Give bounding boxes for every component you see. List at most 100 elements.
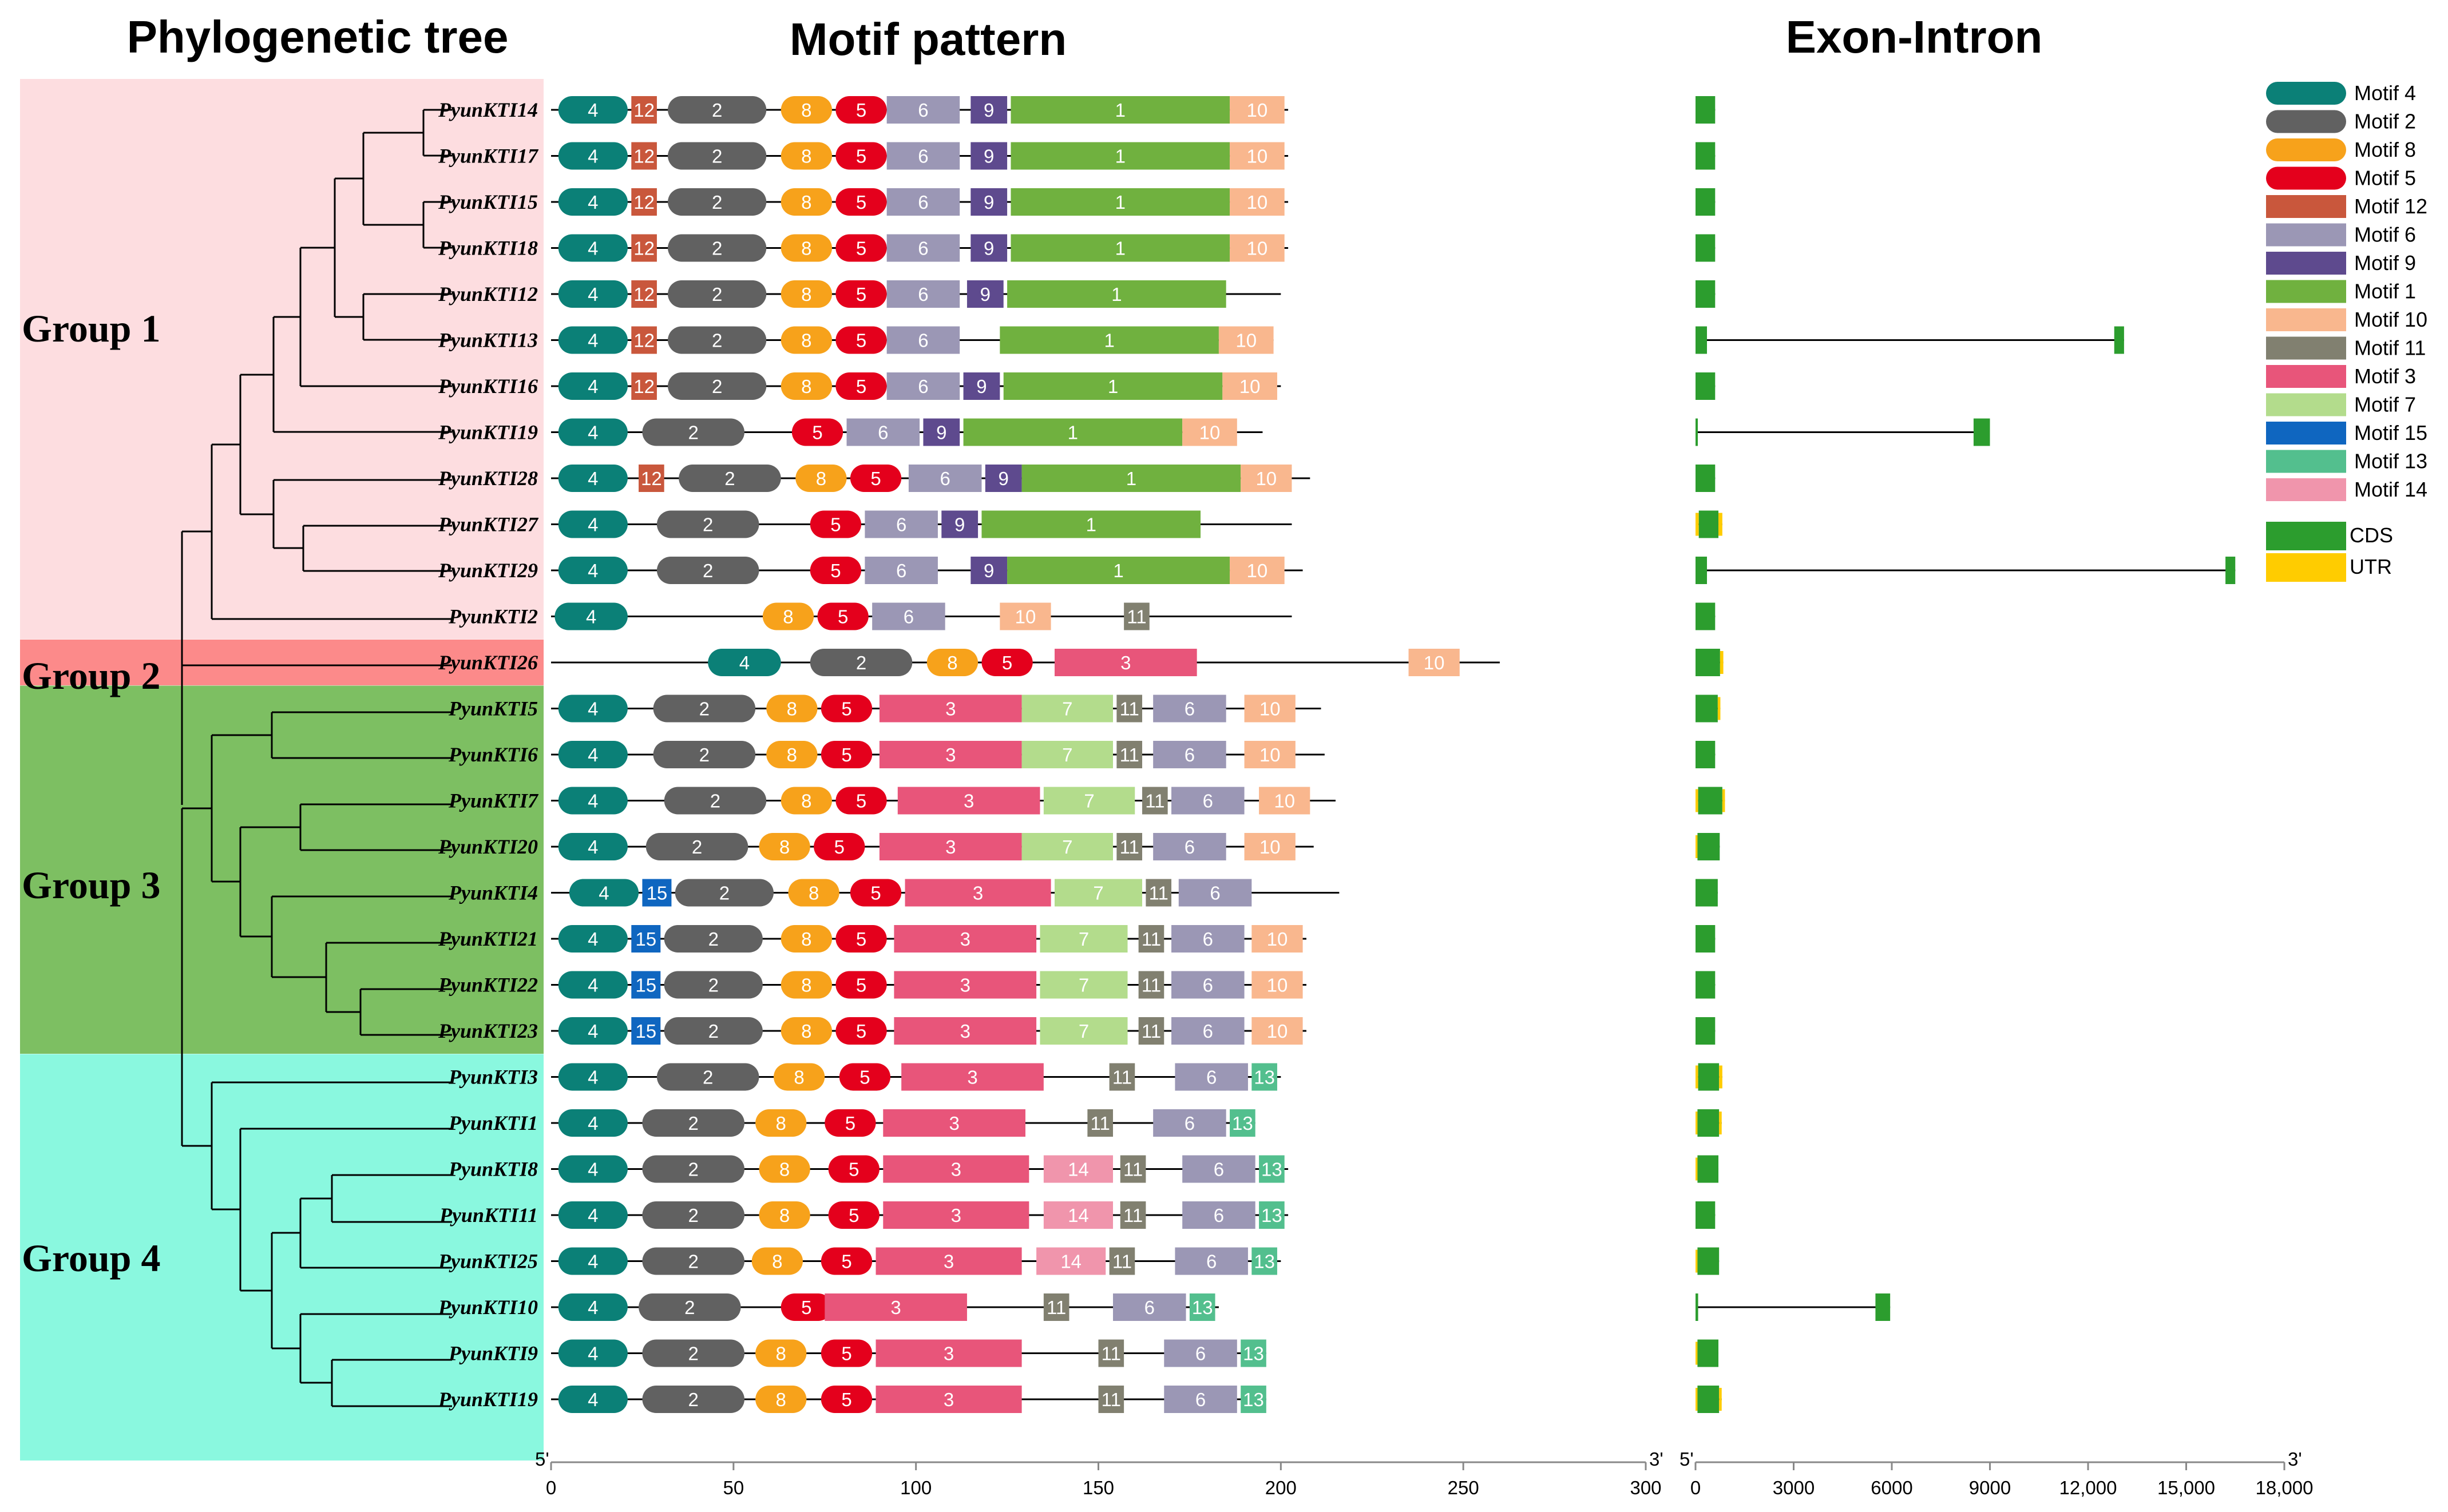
motif-8-label: 8 [794,1067,804,1088]
motif-8-box [781,96,833,124]
motif-4-box [558,1339,628,1367]
motif-13-label: 13 [1192,1297,1213,1318]
motif-axis-tick-label: 100 [900,1477,932,1498]
motif-2-label: 2 [712,146,722,167]
motif-6-box [886,188,960,216]
motif-7-box [1021,695,1114,723]
legend-motif-10-label: Motif 10 [2354,308,2427,331]
motif-3-label: 3 [973,883,983,904]
motif-6-box [1153,741,1226,768]
motif-9-box [963,372,1000,400]
motif-2-label: 2 [708,975,719,996]
motif-8-box [773,1063,825,1091]
motif-7-box [1040,971,1128,999]
motif-10-label: 10 [1424,652,1445,673]
motif-5-box [835,372,887,400]
motif-7-box [1021,741,1114,768]
motif-3-box [905,879,1051,907]
legend-motif-11-swatch [2266,336,2346,360]
motif-6-label: 6 [878,422,888,443]
exon-row [1696,879,1718,907]
motif-row: 4 2 5 6 9 1 10 [551,557,1303,584]
motif-15-label: 15 [635,975,656,996]
motif-row: 4 15 2 8 5 3 7 11 6 [551,879,1340,907]
motif-13-box [1241,1386,1266,1413]
motif-9-box [971,557,1008,584]
motif-10-box [1230,188,1285,216]
motif-2-box [642,1247,744,1275]
motif-1-label: 1 [1111,284,1122,305]
utr-segment [1696,1249,1698,1273]
motif-5-box [814,833,865,860]
motif-8-box [781,326,833,354]
motif-5-box [835,787,887,815]
motif-5-label: 5 [859,1067,870,1088]
motif-9-label: 9 [936,422,946,443]
motif-5-box [835,971,887,999]
cds-segment [1696,418,1698,446]
motif-7-label: 7 [1084,791,1094,812]
motif-4-box [558,142,628,170]
motif-6-box [908,465,982,492]
motif-2-box [668,372,767,400]
motif-3-label: 3 [944,1343,954,1364]
motif-3-label: 3 [944,1389,954,1410]
legend-motif-5-swatch [2266,166,2346,190]
motif-10-label: 10 [1267,1021,1288,1042]
motif-row: 4 15 2 8 5 3 7 11 6 10 [551,971,1306,999]
motif-10-label: 10 [1247,146,1268,167]
legend-motif-4-swatch [2266,82,2346,105]
motif-12-label: 12 [641,468,662,489]
motif-2-box [642,1201,744,1229]
motif-8-box [781,234,833,262]
cds-segment [1698,1063,1720,1091]
motif-8-box [759,1155,810,1183]
motif-10-box [1251,925,1303,953]
motif-2-box [664,971,763,999]
motif-8-box [755,1109,807,1137]
exon-row [1696,787,1725,815]
motif-12-box [631,326,657,354]
motif-3-box [879,741,1022,768]
motif-12-box [631,142,657,170]
motif-11-box [1109,1247,1135,1275]
exon-row [1696,833,1720,860]
motif-3-label: 3 [949,1113,959,1134]
motif-2-label: 2 [724,468,735,489]
legend-motif-8-label: Motif 8 [2354,138,2416,161]
cds-segment [1696,695,1718,723]
motif-8-box [781,372,833,400]
exon-axis-tick-label: 15,000 [2157,1477,2215,1498]
motif-5-box [839,1063,891,1091]
motif-2-label: 2 [712,192,722,213]
motif-10-label: 10 [1247,100,1268,121]
motif-10-box [1251,971,1303,999]
motif-6-box [1171,971,1245,999]
motif-5-label: 5 [856,975,866,996]
utr-segment [1718,513,1722,536]
gene-label: PyunKTI20 [438,835,538,858]
cds-segment [1696,1293,1698,1321]
gene-labels: PyunKTI14 PyunKTI17 PyunKTI15 PyunKTI18 Pyun… [438,98,539,1411]
motif-6-label: 6 [918,284,928,305]
motif-3-label: 3 [945,836,956,858]
motif-11-box [1116,695,1143,723]
motif-10-label: 10 [1247,560,1268,581]
utr-segment [1696,1388,1698,1411]
exon-row [1696,372,1716,400]
motif-pattern-panel: 4 12 2 8 5 6 9 1 104 12 2 8 5 6 9 1 104 12 2 8 5 6 9 1 104 12 2 8 5 6… [551,96,1500,1413]
cds-segment [1875,1293,1891,1321]
motif-7-box [1043,787,1135,815]
motif-7-label: 7 [1062,699,1072,720]
motif-5-label: 5 [856,192,866,213]
gene-label: PyunKTI16 [438,375,538,398]
motif-2-label: 2 [856,652,866,673]
motif-4-label: 4 [588,560,598,581]
motif-5-label: 5 [1002,652,1012,673]
exon-row [1696,234,1716,262]
motif-4-box [569,879,639,907]
motif-4-box [558,1109,628,1137]
motif-11-label: 11 [1102,1343,1121,1364]
motif-row: 4 2 8 5 3 7 11 6 10 [551,695,1321,723]
group-label-4: Group 4 [22,1236,160,1280]
